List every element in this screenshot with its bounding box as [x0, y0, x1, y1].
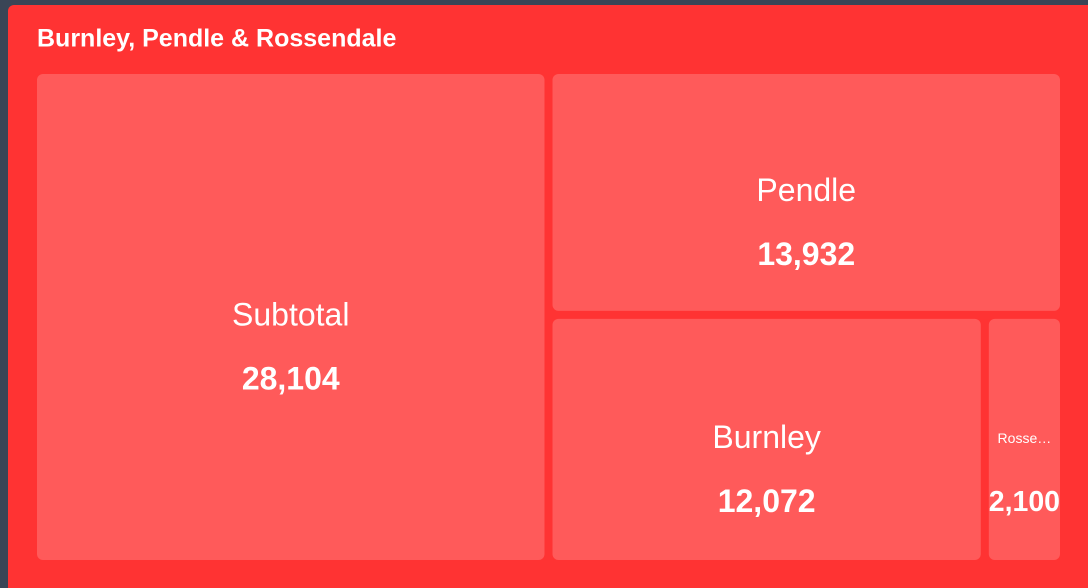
tile: [37, 74, 545, 560]
tile-value: 2,100: [989, 486, 1060, 518]
tile: [552, 318, 981, 560]
tile-label: Pendle: [756, 172, 856, 208]
tile: [988, 318, 1060, 560]
tile-value: 28,104: [242, 360, 340, 396]
tile-value: 12,072: [718, 483, 816, 519]
tile-label: Rosse…: [998, 430, 1052, 446]
chart-title: Burnley, Pendle & Rossendale: [37, 25, 396, 53]
tile-label: Subtotal: [232, 296, 349, 332]
tile-value: 13,932: [757, 236, 855, 272]
tile-label: Burnley: [712, 419, 821, 455]
tile: [552, 74, 1060, 311]
